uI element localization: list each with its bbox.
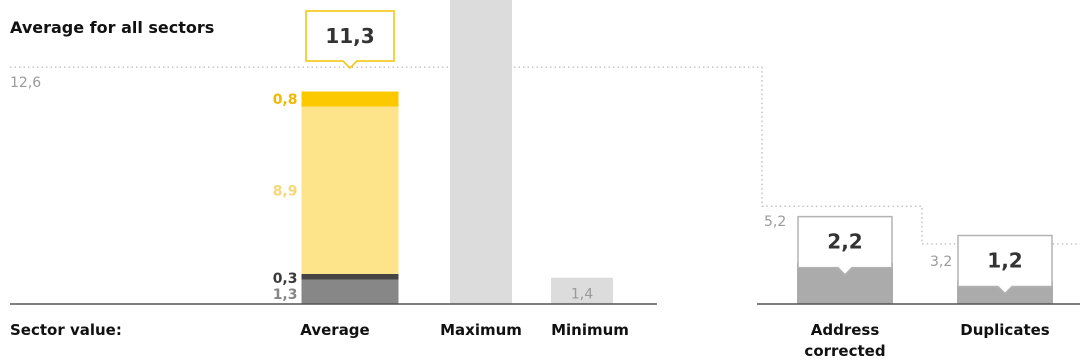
bar-segment-average-4 <box>301 91 399 107</box>
category-label-address-corrected: Address corrected <box>804 321 885 360</box>
sector-average-layer <box>10 66 1080 245</box>
value-label-minimum: 1,4 <box>571 287 593 303</box>
value-labels-layer: 12,6 5,2 3,2 1,30,3 8,9 0,8 11,3 1,4 2,2 1,2 <box>10 10 1053 303</box>
sector-average-label-duplicates: 3,2 <box>930 254 952 270</box>
category-label-average: Average <box>300 321 369 339</box>
bar-segment-average-3 <box>301 106 399 274</box>
value-callout-address-corrected <box>797 215 893 276</box>
sector-average-line <box>10 66 1080 245</box>
bar-maximum <box>450 0 512 304</box>
segment-label-average-4: 0,8 <box>273 92 298 108</box>
total-callout-average <box>305 10 395 70</box>
value-label-address-corrected: 2,2 <box>827 230 862 254</box>
segment-label-average-2: 0,3 <box>273 271 298 287</box>
row-label: Sector value: <box>10 321 122 339</box>
category-label-minimum: Minimum <box>551 321 629 339</box>
total-value-average: 11,3 <box>325 24 374 48</box>
sector-average-label-average: 12,6 <box>10 75 41 91</box>
category-labels-layer: Average Maximum Minimum Address corrected Dup… <box>300 321 1050 360</box>
bar-minimum <box>551 277 613 304</box>
chart-title: Average for all sectors <box>10 18 214 37</box>
segment-label-average-3: 8,9 <box>273 183 298 199</box>
bar-segment-average-2 <box>301 273 399 280</box>
bar-segment-average-1 <box>301 279 399 304</box>
segment-label-average-1: 1,3 <box>273 287 298 303</box>
value-label-duplicates: 1,2 <box>987 248 1022 272</box>
value-callout-duplicates <box>957 234 1053 295</box>
sector-average-label-address-corrected: 5,2 <box>764 214 786 230</box>
category-label-maximum: Maximum <box>440 321 522 339</box>
category-label-duplicates: Duplicates <box>960 321 1050 339</box>
